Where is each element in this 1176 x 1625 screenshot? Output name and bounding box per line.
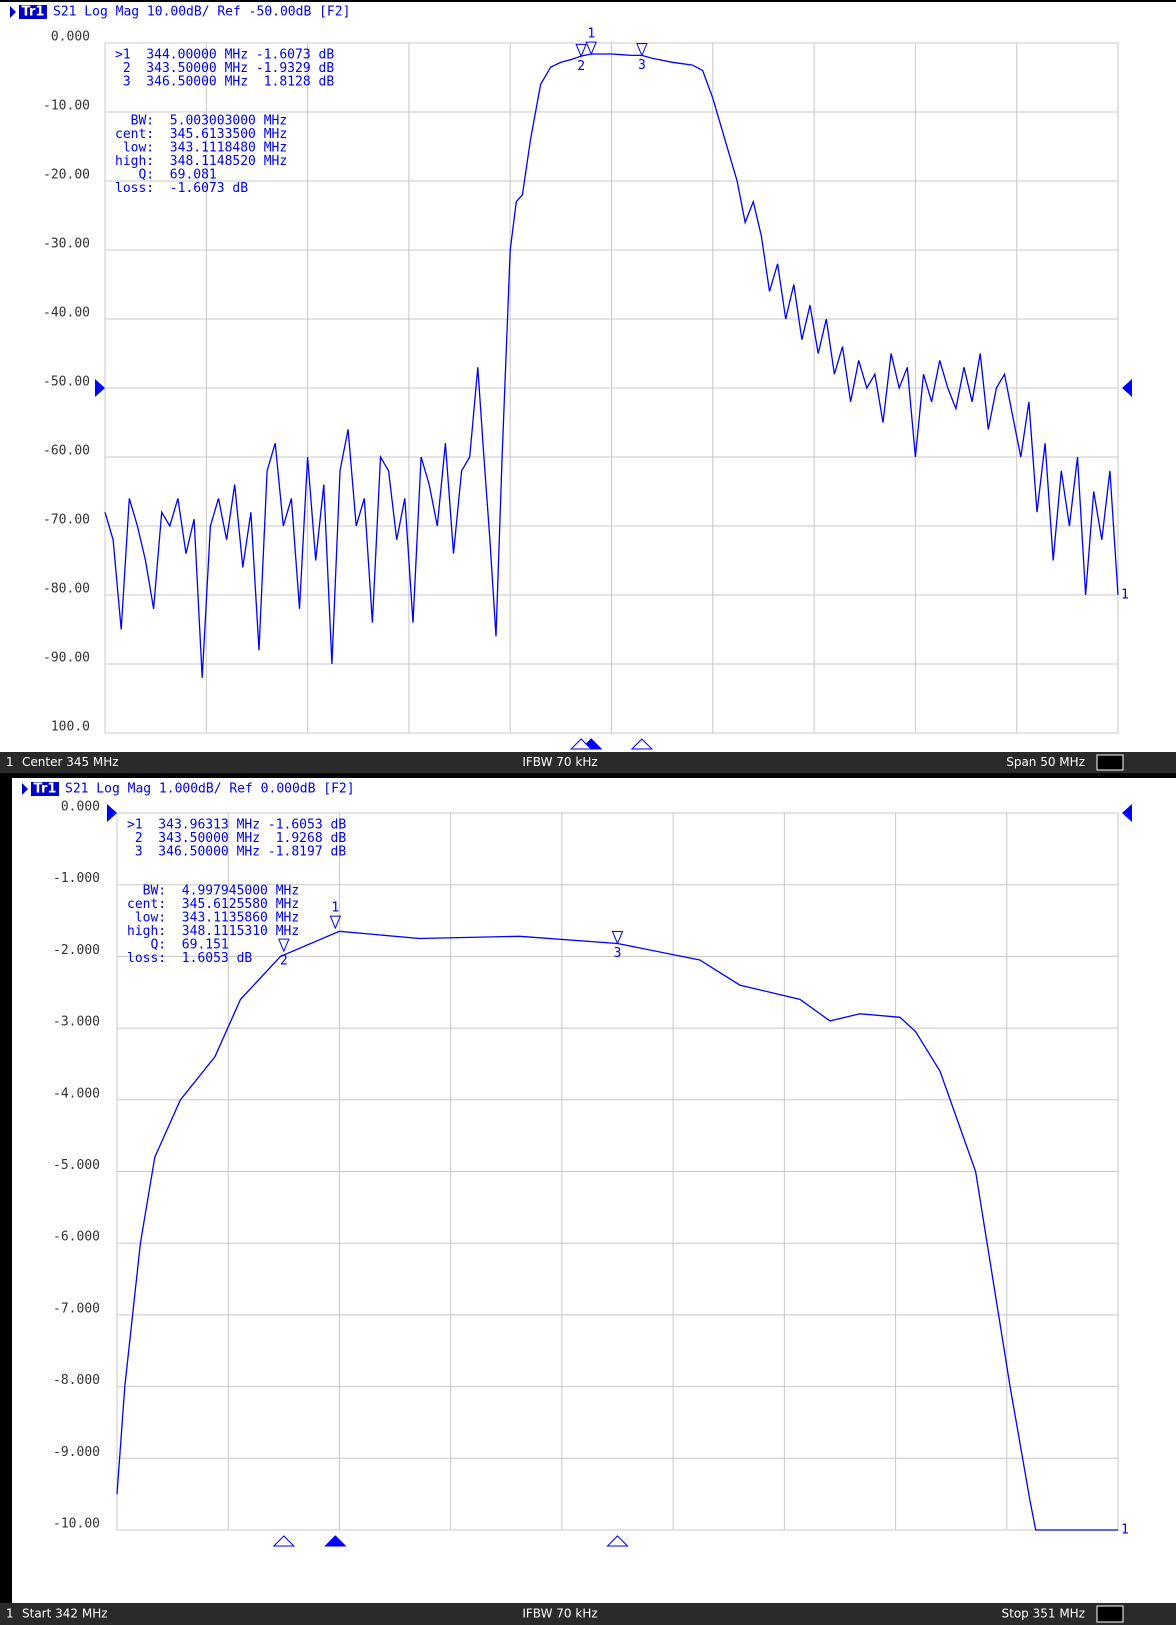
trace	[116, 930, 1118, 1531]
bandwidth-readout: high: 348.1148520 MHz	[115, 154, 287, 169]
y-tick-label: -10.00	[43, 99, 90, 114]
marker-readout: 3 346.50000 MHz 1.8128 dB	[115, 75, 334, 90]
bandwidth-readout: Q: 69.151	[127, 938, 229, 953]
marker-axis-indicator	[324, 1535, 347, 1547]
y-tick-label: 0.000	[61, 800, 100, 815]
y-tick-label: -50.00	[43, 375, 90, 390]
bandwidth-readout: BW: 4.997945000 MHz	[127, 884, 299, 899]
y-tick-label: -90.00	[43, 651, 90, 666]
marker-label: 1	[587, 27, 595, 42]
trace	[104, 53, 1119, 678]
header-arrow	[22, 783, 28, 795]
marker-readout: 3 346.50000 MHz -1.8197 dB	[127, 845, 346, 860]
ref-arrow-right	[1122, 804, 1132, 822]
y-tick-label: -2.000	[53, 943, 100, 958]
marker	[278, 938, 290, 953]
bandwidth-readout: BW: 5.003003000 MHz	[115, 114, 287, 129]
y-tick-label: -40.00	[43, 306, 90, 321]
marker-readout: 2 343.50000 MHz 1.9268 dB	[127, 831, 346, 846]
marker	[585, 41, 597, 56]
bandwidth-readout: cent: 345.6133500 MHz	[115, 127, 287, 142]
y-tick-label: -10.00	[53, 1517, 100, 1532]
status-bar	[0, 1603, 1176, 1625]
y-tick-label: -7.000	[53, 1301, 100, 1316]
y-tick-label: -3.000	[53, 1015, 100, 1030]
status-center: IFBW 70 kHz	[522, 755, 597, 769]
y-tick-label: -6.000	[53, 1230, 100, 1245]
marker	[575, 43, 587, 58]
header-arrow	[10, 6, 16, 18]
marker-axis-indicator	[606, 1535, 629, 1547]
y-tick-label: -30.00	[43, 237, 90, 252]
status-indicator	[1096, 754, 1124, 771]
marker-axis-indicator	[630, 738, 654, 750]
bandwidth-readout: loss: -1.6073 dB	[115, 181, 248, 196]
marker-label: 3	[614, 946, 622, 961]
status-center: IFBW 70 kHz	[522, 1607, 597, 1621]
header-title: S21 Log Mag 1.000dB/ Ref 0.000dB [F2]	[65, 782, 355, 797]
ref-arrow-left	[107, 804, 117, 822]
marker-label: 2	[280, 954, 288, 969]
ref-arrow-right	[1122, 379, 1132, 397]
y-tick-label: -9.000	[53, 1445, 100, 1460]
status-bar	[0, 752, 1176, 773]
trace-end-label: 1	[1121, 1523, 1129, 1538]
y-tick-label: 100.0	[51, 720, 90, 735]
marker-readout: 2 343.50000 MHz -1.9329 dB	[115, 61, 334, 76]
channel-number: 1	[6, 755, 14, 769]
marker-axis-indicator	[272, 1535, 296, 1547]
bandwidth-readout: loss: 1.6053 dB	[127, 951, 252, 966]
y-tick-label: -80.00	[43, 582, 90, 597]
marker	[636, 43, 648, 57]
marker	[611, 930, 624, 945]
marker-label: 1	[331, 901, 339, 916]
trace-name: Tr1	[22, 5, 45, 20]
y-tick-label: -70.00	[43, 513, 90, 528]
trace-badge	[31, 782, 59, 796]
trace-end-label: 1	[1121, 588, 1129, 603]
marker-axis-indicator	[569, 738, 593, 750]
marker-readout: >1 344.00000 MHz -1.6073 dB	[115, 48, 334, 63]
y-tick-label: -20.00	[43, 168, 90, 183]
left-strip	[0, 778, 12, 1603]
bandwidth-readout: cent: 345.6125580 MHz	[127, 897, 299, 912]
top-edge	[0, 0, 1176, 2]
header-title: S21 Log Mag 10.00dB/ Ref -50.00dB [F2]	[53, 5, 350, 20]
trace-name: Tr1	[34, 782, 57, 797]
status-left: Center 345 MHz	[22, 755, 119, 769]
y-tick-label: -5.000	[53, 1158, 100, 1173]
y-tick-label: -8.000	[53, 1373, 100, 1388]
marker	[329, 915, 342, 930]
panel-divider	[0, 773, 1176, 778]
y-tick-label: 0.000	[51, 30, 90, 45]
status-right: Span 50 MHz	[1006, 755, 1085, 769]
bandwidth-readout: Q: 69.081	[115, 168, 217, 183]
status-right: Stop 351 MHz	[1002, 1607, 1086, 1621]
status-left: Start 342 MHz	[22, 1607, 108, 1621]
trace-badge	[19, 5, 47, 19]
y-tick-label: -4.000	[53, 1086, 100, 1101]
bandwidth-readout: low: 343.1118480 MHz	[115, 141, 287, 156]
bandwidth-readout: high: 348.1115310 MHz	[127, 924, 299, 939]
ref-arrow-left	[95, 379, 105, 397]
marker-readout: >1 343.96313 MHz -1.6053 dB	[127, 818, 346, 833]
y-tick-label: -60.00	[43, 444, 90, 459]
marker-label: 2	[577, 59, 585, 74]
channel-number: 1	[6, 1607, 14, 1621]
status-indicator	[1096, 1605, 1124, 1623]
marker-label: 3	[638, 58, 646, 73]
bandwidth-readout: low: 343.1135860 MHz	[127, 911, 299, 926]
y-tick-label: -1.000	[53, 871, 100, 886]
